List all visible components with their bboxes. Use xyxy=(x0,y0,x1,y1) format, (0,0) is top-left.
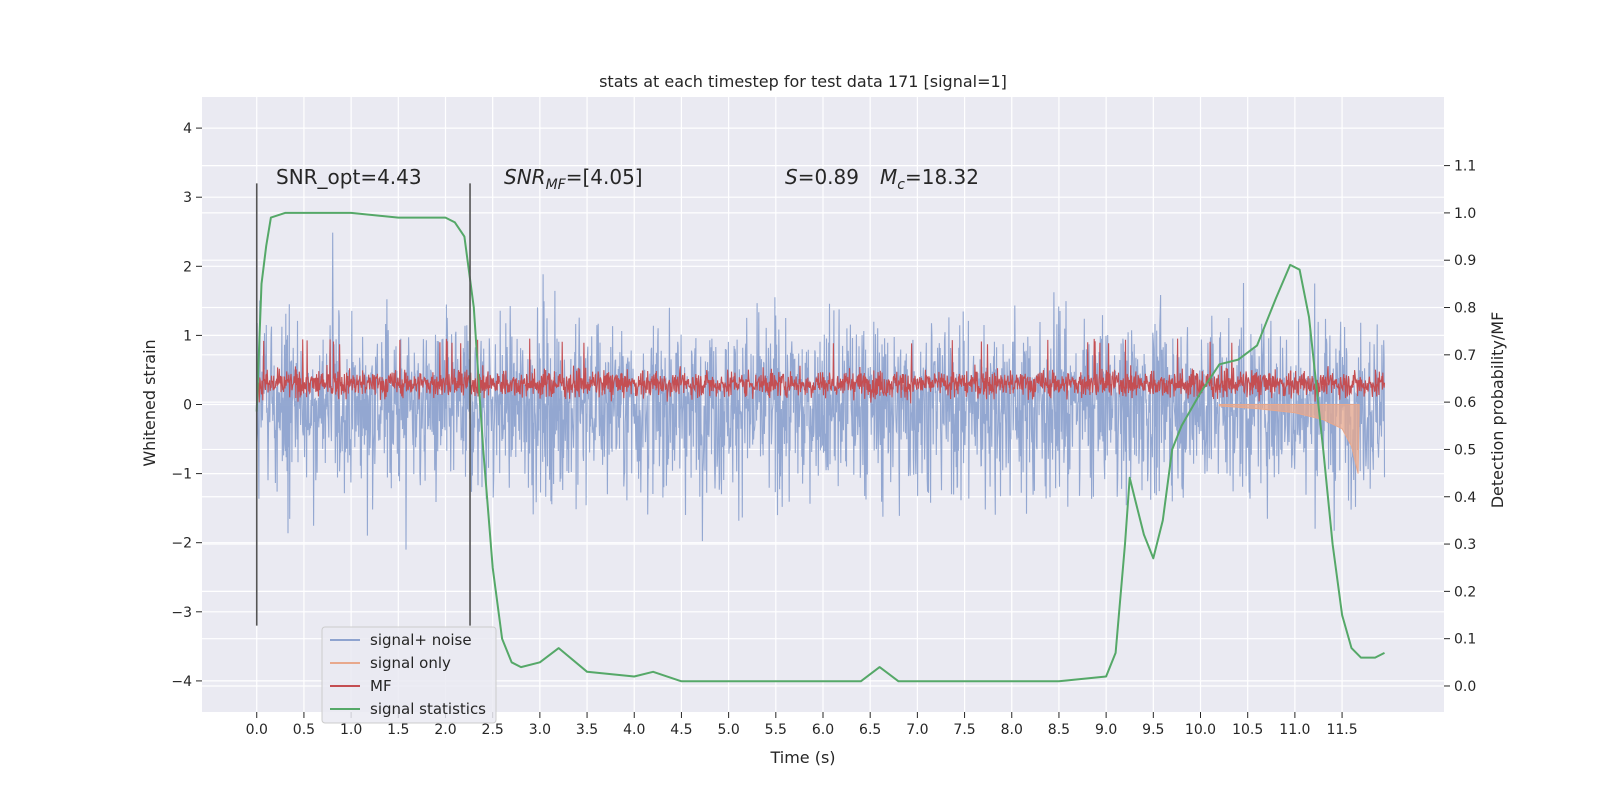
x-axis-label: Time (s) xyxy=(769,748,835,767)
annotation-mc: Mc=18.32 xyxy=(880,165,979,193)
x-tick-label: 2.0 xyxy=(434,722,456,738)
x-tick-label: 10.0 xyxy=(1185,722,1216,738)
x-tick-label: 1.5 xyxy=(387,722,409,738)
x-tick-label: 0.5 xyxy=(293,722,315,738)
legend-label-mf: MF xyxy=(370,677,392,695)
series-signal-statistics xyxy=(255,211,1385,683)
x-tick-label: 6.0 xyxy=(812,722,834,738)
annotation-s-value: =0.89 xyxy=(798,165,859,189)
y-tick-label: 4 xyxy=(183,121,192,137)
annotation-snr-mf: SNRMF=[4.05] xyxy=(504,165,643,193)
x-tick-label: 5.5 xyxy=(765,722,787,738)
right-axis: 0.0 0.1 0.2 0.3 0.4 0.5 0.6 0.7 0.8 0.9 1.0 1.1 xyxy=(1444,159,1476,695)
y2-tick-label: 0.7 xyxy=(1454,348,1476,364)
y2-tick-label: 0.1 xyxy=(1454,632,1476,648)
x-tick-label: 10.5 xyxy=(1232,722,1263,738)
legend-label-signal-noise: signal+ noise xyxy=(370,631,472,649)
y-tick-label: −1 xyxy=(171,467,192,483)
x-tick-label: 0.0 xyxy=(246,722,268,738)
annotation-snr-mf-value: =[4.05] xyxy=(566,165,643,189)
x-tick-label: 8.5 xyxy=(1048,722,1070,738)
x-tick-label: 3.5 xyxy=(576,722,598,738)
annotation-mc-value: =18.32 xyxy=(905,165,979,189)
x-tick-label: 5.0 xyxy=(717,722,739,738)
chart-title: stats at each timestep for test data 171… xyxy=(599,72,1007,91)
series-signal-noise xyxy=(256,232,1386,550)
annotation-s-symbol: S xyxy=(785,165,798,189)
annotation-snr-mf-prefix: SNR xyxy=(504,165,546,189)
y-tick-label: 2 xyxy=(183,259,192,275)
x-tick-label: 11.5 xyxy=(1326,722,1357,738)
y2-tick-label: 1.1 xyxy=(1454,159,1476,175)
annotation-mc-sub: c xyxy=(897,177,905,193)
legend-label-signal-statistics: signal statistics xyxy=(370,700,486,718)
x-axis: 0.0 0.5 1.0 1.5 2.0 2.5 3.0 3.5 4.0 4.5 5.0 5.5 6.0 6… xyxy=(246,712,1358,738)
y2-tick-label: 0.3 xyxy=(1454,537,1476,553)
x-tick-label: 7.5 xyxy=(953,722,975,738)
y2-tick-label: 0.0 xyxy=(1454,679,1476,695)
x-tick-label: 1.0 xyxy=(340,722,362,738)
series-mf xyxy=(256,338,1386,404)
y-tick-label: −2 xyxy=(171,536,192,552)
x-tick-label: 2.5 xyxy=(482,722,504,738)
y-tick-label: −4 xyxy=(171,674,192,690)
y2-tick-label: 1.0 xyxy=(1454,206,1476,222)
y-tick-label: 3 xyxy=(183,190,192,206)
legend: signal+ noise signal only MF signal stat… xyxy=(321,626,497,724)
y-tick-label: 1 xyxy=(183,328,192,344)
series-layer xyxy=(255,211,1386,683)
vline-layer xyxy=(255,183,471,626)
x-tick-label: 9.0 xyxy=(1095,722,1117,738)
x-tick-label: 4.0 xyxy=(623,722,645,738)
x-tick-label: 8.0 xyxy=(1001,722,1023,738)
left-axis: −4 −3 −2 −1 0 1 2 3 4 xyxy=(171,121,202,690)
annotation-snr-opt: SNR_opt=4.43 xyxy=(276,165,422,189)
x-tick-label: 11.0 xyxy=(1279,722,1310,738)
x-tick-label: 6.5 xyxy=(859,722,881,738)
y2-tick-label: 0.8 xyxy=(1454,301,1476,317)
annotation-snr-mf-sub: MF xyxy=(546,177,567,193)
y2-tick-label: 0.5 xyxy=(1454,442,1476,458)
y2-tick-label: 0.2 xyxy=(1454,584,1476,600)
x-tick-label: 7.0 xyxy=(906,722,928,738)
y2-tick-label: 0.6 xyxy=(1454,395,1476,411)
series-signal-only xyxy=(1218,404,1360,474)
y2-axis-label: Detection probability/MF xyxy=(1488,312,1507,509)
legend-box xyxy=(321,626,497,724)
y-axis-label: Whitened strain xyxy=(140,339,159,466)
annotation-mc-symbol: M xyxy=(880,165,897,189)
y-tick-label: −3 xyxy=(171,605,192,621)
x-tick-label: 4.5 xyxy=(670,722,692,738)
legend-label-signal-only: signal only xyxy=(370,654,451,672)
y-tick-label: 0 xyxy=(183,398,192,414)
x-tick-label: 3.0 xyxy=(529,722,551,738)
y2-tick-label: 0.9 xyxy=(1454,253,1476,269)
annotation-s: S=0.89 xyxy=(785,165,859,189)
y2-tick-label: 0.4 xyxy=(1454,490,1476,506)
x-tick-label: 9.5 xyxy=(1142,722,1164,738)
